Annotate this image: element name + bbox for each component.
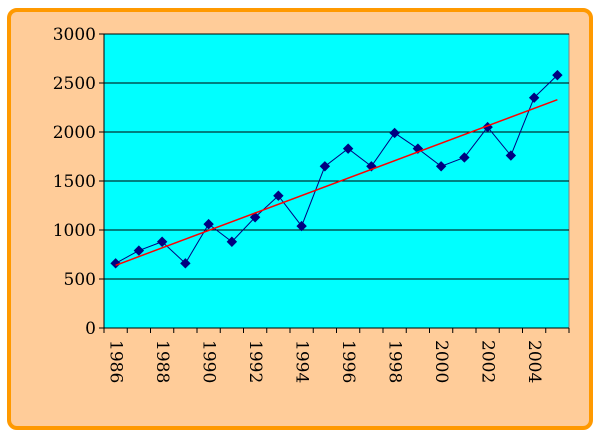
data-point-1995: [319, 161, 331, 172]
y-axis-ticks: 0 500 1000 1500 2000 2500 3000: [53, 25, 104, 339]
x-tick-label-2000: 2000: [431, 340, 451, 383]
data-point-1994: [296, 220, 307, 232]
x-tick-label-1994: 1994: [292, 340, 312, 383]
x-tick-label-1992: 1992: [245, 340, 265, 383]
data-point-1990: [203, 218, 214, 230]
data-point-1987: [133, 245, 145, 256]
x-tick-label-2002: 2002: [478, 340, 498, 383]
data-point-1986: [110, 258, 121, 269]
data-point-1992: [249, 212, 261, 223]
series-line-0: [115, 74, 558, 265]
y-tick-label-3000: 3000: [53, 25, 96, 45]
x-tick-label-1988: 1988: [152, 340, 172, 383]
data-point-1993: [273, 190, 284, 201]
data-point-2001: [459, 152, 470, 163]
y-tick-label-0: 0: [85, 319, 96, 339]
data-point-2000: [435, 161, 447, 172]
series-layer: [110, 69, 563, 269]
y-tick-label-1000: 1000: [53, 221, 96, 241]
x-tick-label-2004: 2004: [524, 340, 544, 383]
data-point-1996: [342, 143, 354, 154]
y-tick-label-2500: 2500: [53, 74, 96, 94]
data-point-1998: [389, 127, 400, 139]
x-tick-label-1986: 1986: [106, 340, 126, 383]
data-point-1991: [226, 236, 238, 247]
data-point-1989: [180, 258, 191, 269]
x-axis-ticks: 1986 1988 1990 1992 1994 1996 1998 2000 2002 2004: [103, 328, 570, 383]
x-tick-label-1996: 1996: [338, 340, 358, 383]
data-point-2004: [528, 92, 540, 103]
data-point-2003: [505, 150, 517, 161]
y-tick-label-500: 500: [64, 270, 96, 290]
trend-line: [115, 98, 558, 266]
data-point-2005: [552, 69, 563, 81]
y-tick-label-2000: 2000: [53, 123, 96, 143]
y-tick-label-1500: 1500: [53, 172, 96, 192]
data-point-1988: [156, 236, 168, 247]
x-tick-label-1998: 1998: [385, 340, 405, 383]
x-tick-label-1990: 1990: [199, 340, 219, 383]
